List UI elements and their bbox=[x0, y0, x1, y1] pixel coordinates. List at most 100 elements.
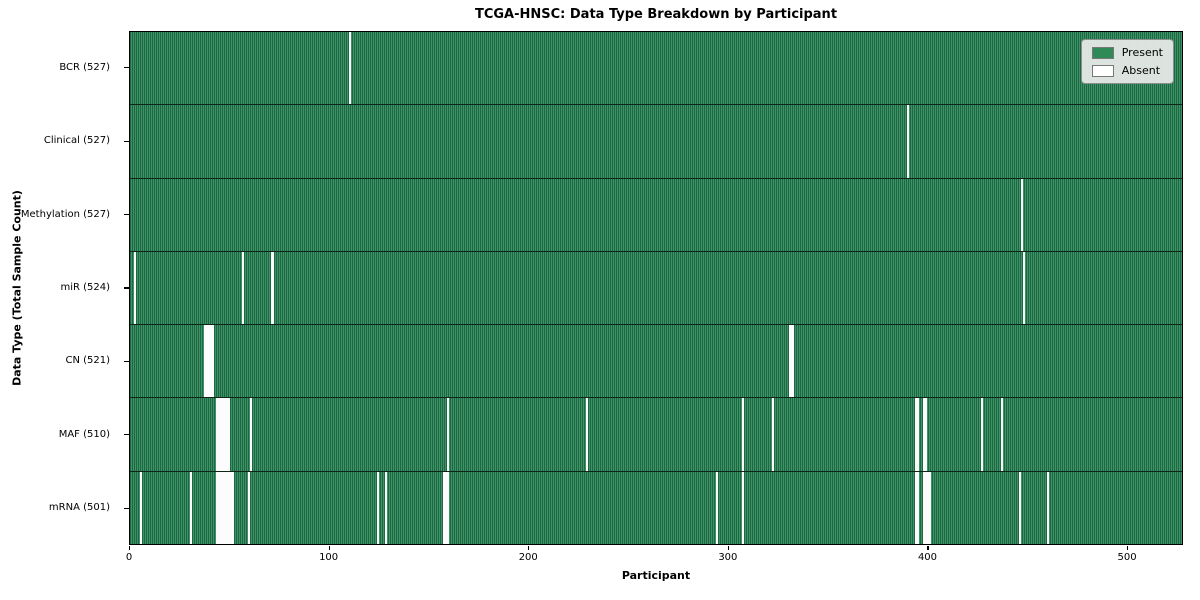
absent-marker bbox=[924, 471, 928, 544]
absent-marker bbox=[133, 251, 137, 325]
x-tick-label: 0 bbox=[125, 552, 133, 563]
heatmap-row-bcr bbox=[130, 32, 1182, 106]
absent-marker bbox=[385, 471, 388, 544]
x-tick-mark bbox=[727, 546, 730, 550]
absent-marker bbox=[1000, 398, 1003, 471]
heatmap-rows bbox=[130, 32, 1182, 544]
x-tick-mark bbox=[129, 546, 131, 550]
absent-marker bbox=[1022, 251, 1025, 325]
absent-marker bbox=[771, 398, 774, 471]
heatmap-row-methylation bbox=[130, 178, 1182, 252]
x-tick-mark bbox=[927, 546, 929, 550]
legend-label: Present bbox=[1121, 46, 1163, 59]
absent-marker bbox=[915, 471, 918, 544]
absent-marker bbox=[209, 325, 212, 398]
y-tick-mark bbox=[124, 360, 129, 363]
absent-marker bbox=[227, 398, 230, 471]
absent-marker bbox=[446, 398, 449, 471]
absent-marker bbox=[349, 32, 352, 105]
legend-entry-present: Present bbox=[1091, 46, 1163, 59]
absent-marker bbox=[217, 398, 220, 471]
x-tick-label: 400 bbox=[917, 552, 938, 563]
absent-marker bbox=[221, 398, 224, 471]
absent-marker bbox=[223, 398, 226, 471]
absent-marker bbox=[231, 471, 234, 544]
absent-marker bbox=[229, 471, 232, 544]
heatmap-row-cn bbox=[130, 325, 1182, 399]
absent-marker bbox=[928, 471, 932, 544]
absent-marker bbox=[1046, 471, 1049, 544]
legend-swatch-absent bbox=[1091, 64, 1114, 77]
absent-marker bbox=[715, 471, 718, 544]
absent-marker bbox=[915, 398, 918, 471]
absent-marker bbox=[215, 471, 218, 544]
absent-marker bbox=[227, 471, 230, 544]
absent-marker bbox=[922, 471, 926, 544]
heatmap-row-mir bbox=[130, 251, 1182, 326]
absent-marker bbox=[1020, 178, 1023, 251]
absent-marker bbox=[225, 398, 228, 471]
absent-marker bbox=[924, 398, 928, 471]
absent-marker bbox=[219, 471, 222, 544]
absent-marker bbox=[205, 325, 208, 398]
y-axis-tick-labels: BCR (527) Clinical (527) Methylation (527)… bbox=[0, 31, 129, 545]
y-tick-mark bbox=[124, 507, 129, 509]
legend-label: Absent bbox=[1121, 64, 1161, 77]
absent-marker bbox=[189, 471, 192, 544]
absent-marker bbox=[207, 325, 210, 398]
x-tick-mark bbox=[1127, 546, 1129, 550]
y-tick-label-clinical: Clinical (527) bbox=[43, 135, 110, 147]
absent-marker bbox=[225, 471, 228, 544]
x-tick-label: 200 bbox=[518, 552, 538, 563]
absent-marker bbox=[247, 471, 250, 544]
absent-marker bbox=[586, 398, 589, 471]
heatmap-row-mrna bbox=[130, 471, 1182, 544]
legend: Present Absent bbox=[1080, 39, 1174, 84]
x-axis-tick-labels: 0 100 200 300 400 500 bbox=[125, 545, 1183, 571]
x-tick-label: 100 bbox=[319, 552, 339, 563]
absent-marker bbox=[219, 398, 222, 471]
x-tick-label: 300 bbox=[718, 552, 738, 563]
absent-marker bbox=[211, 325, 214, 398]
absent-marker bbox=[249, 398, 252, 471]
absent-marker bbox=[741, 398, 744, 471]
y-tick-mark bbox=[124, 434, 129, 436]
absent-marker bbox=[217, 471, 220, 544]
y-tick-label-mrna: mRNA (501) bbox=[48, 502, 110, 514]
x-tick-label: 500 bbox=[1117, 552, 1137, 563]
y-tick-mark bbox=[124, 140, 129, 142]
y-tick-label-methylation: Methylation (527) bbox=[20, 208, 110, 220]
absent-marker bbox=[1018, 471, 1021, 544]
y-tick-mark bbox=[124, 67, 129, 69]
x-tick-mark bbox=[528, 546, 530, 550]
legend-entry-absent: Absent bbox=[1091, 64, 1163, 77]
absent-marker bbox=[241, 251, 244, 325]
absent-marker bbox=[215, 398, 218, 471]
absent-marker bbox=[221, 471, 224, 544]
legend-swatch-present bbox=[1091, 46, 1114, 59]
absent-marker bbox=[789, 325, 792, 398]
absent-marker bbox=[203, 325, 206, 398]
absent-marker bbox=[139, 471, 143, 544]
y-tick-mark bbox=[124, 287, 129, 289]
heatmap-row-clinical bbox=[130, 105, 1182, 179]
absent-marker bbox=[907, 105, 910, 178]
absent-marker bbox=[446, 471, 449, 544]
chart-title: TCGA-HNSC: Data Type Breakdown by Partic… bbox=[474, 7, 838, 22]
y-tick-label-bcr: BCR (527) bbox=[59, 61, 110, 73]
absent-marker bbox=[791, 325, 794, 398]
y-tick-label-maf: MAF (510) bbox=[58, 428, 110, 440]
plot-area: Present Absent bbox=[129, 31, 1183, 545]
absent-marker bbox=[917, 398, 920, 471]
y-tick-label-mir: miR (524) bbox=[60, 282, 110, 293]
absent-marker bbox=[922, 398, 926, 471]
x-axis-label: Participant bbox=[621, 569, 691, 582]
x-tick-mark bbox=[328, 546, 330, 550]
absent-marker bbox=[223, 471, 226, 544]
absent-marker bbox=[741, 471, 744, 544]
absent-marker bbox=[377, 471, 380, 544]
y-tick-mark bbox=[124, 213, 129, 216]
absent-marker bbox=[917, 471, 920, 544]
absent-marker bbox=[980, 398, 983, 471]
